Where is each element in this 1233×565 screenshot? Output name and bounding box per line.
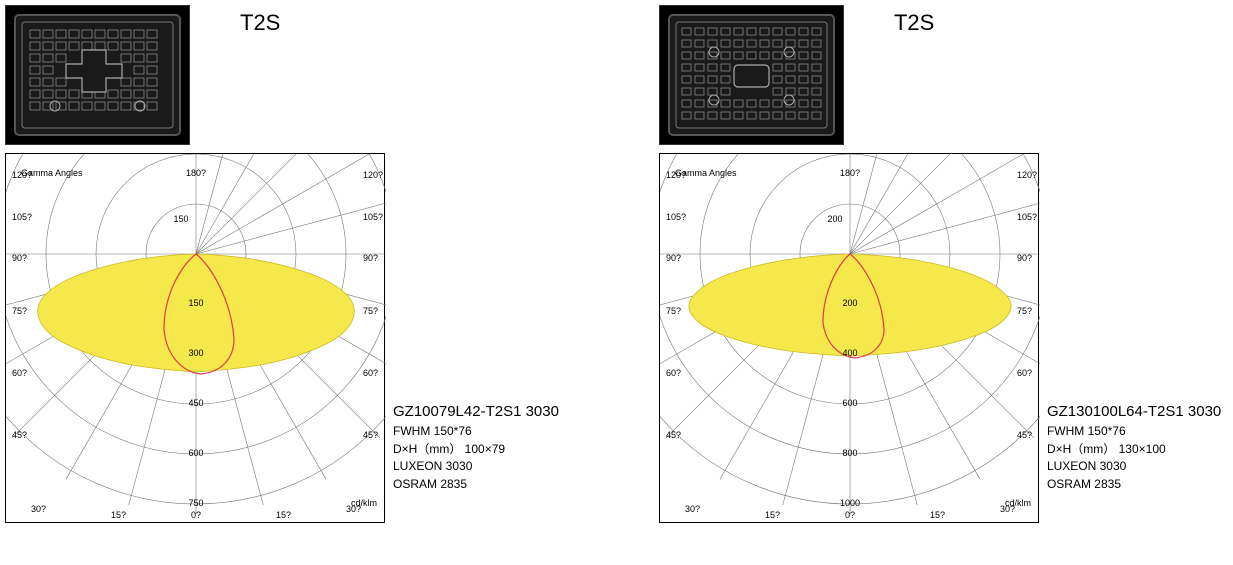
svg-text:105?: 105? [666,212,686,222]
svg-text:120?: 120? [12,170,32,180]
model-name: GZ130100L64-T2S1 3030 [1047,403,1221,420]
polar-chart-left: Gamma Angles 180? cd/klm 150 300 [5,153,385,523]
svg-text:75?: 75? [666,306,681,316]
svg-text:200: 200 [827,214,842,224]
dims-line: D×H（mm） 130×100 [1047,441,1221,458]
svg-text:600: 600 [188,448,203,458]
svg-text:0?: 0? [191,510,201,520]
led1-line: LUXEON 3030 [1047,458,1221,475]
svg-text:30?: 30? [685,504,700,514]
svg-text:105?: 105? [1017,212,1037,222]
svg-text:90?: 90? [363,253,378,263]
led1-line: LUXEON 3030 [393,458,559,475]
panel-right: T2S Gamma Angles 180? cd/klm 200 400 600 [659,5,1221,523]
svg-text:120?: 120? [363,170,383,180]
svg-text:15?: 15? [930,510,945,520]
svg-text:120?: 120? [666,170,686,180]
svg-text:0?: 0? [845,510,855,520]
info-block-left: GZ10079L42-T2S1 3030 FWHM 150*76 D×H（mm）… [393,403,559,493]
bottom-row: Gamma Angles 180? cd/klm 150 300 [5,153,559,523]
svg-text:15?: 15? [111,510,126,520]
fwhm-line: FWHM 150*76 [393,423,559,440]
svg-text:60?: 60? [363,368,378,378]
svg-text:15?: 15? [765,510,780,520]
type-label: T2S [240,10,280,36]
svg-text:90?: 90? [1017,253,1032,263]
svg-text:120?: 120? [1017,170,1037,180]
svg-text:75?: 75? [363,306,378,316]
polar-chart-right: Gamma Angles 180? cd/klm 200 400 600 800… [659,153,1039,523]
svg-text:45?: 45? [12,430,27,440]
svg-text:60?: 60? [1017,368,1032,378]
product-image-left [5,5,190,145]
led2-line: OSRAM 2835 [393,476,559,493]
dims-line: D×H（mm） 100×79 [393,441,559,458]
svg-text:300: 300 [188,348,203,358]
svg-text:30?: 30? [31,504,46,514]
svg-text:105?: 105? [12,212,32,222]
svg-text:30?: 30? [1000,504,1015,514]
svg-text:90?: 90? [666,253,681,263]
svg-text:75?: 75? [1017,306,1032,316]
svg-text:45?: 45? [666,430,681,440]
svg-text:150: 150 [173,214,188,224]
svg-text:45?: 45? [363,430,378,440]
svg-text:400: 400 [842,348,857,358]
model-name: GZ10079L42-T2S1 3030 [393,403,559,420]
info-block-right: GZ130100L64-T2S1 3030 FWHM 150*76 D×H（mm… [1047,403,1221,493]
svg-text:60?: 60? [666,368,681,378]
main-container: T2S Gamma Angles 180? cd/klm [5,5,1228,523]
svg-text:90?: 90? [12,253,27,263]
top-row: T2S [5,5,559,145]
svg-text:15?: 15? [276,510,291,520]
svg-text:1000: 1000 [840,498,860,508]
fwhm-line: FWHM 150*76 [1047,423,1221,440]
svg-text:750: 750 [188,498,203,508]
svg-text:450: 450 [188,398,203,408]
svg-text:30?: 30? [346,504,361,514]
lens-icon [664,10,839,140]
svg-text:105?: 105? [363,212,383,222]
top-row: T2S [659,5,1221,145]
type-label: T2S [894,10,934,36]
svg-text:200: 200 [842,298,857,308]
svg-text:800: 800 [842,448,857,458]
bottom-row: Gamma Angles 180? cd/klm 200 400 600 800… [659,153,1221,523]
svg-text:45?: 45? [1017,430,1032,440]
svg-text:75?: 75? [12,306,27,316]
led2-line: OSRAM 2835 [1047,476,1221,493]
svg-text:60?: 60? [12,368,27,378]
svg-text:150: 150 [188,298,203,308]
svg-text:600: 600 [842,398,857,408]
product-image-right [659,5,844,145]
panel-left: T2S Gamma Angles 180? cd/klm [5,5,559,523]
lens-icon [10,10,185,140]
